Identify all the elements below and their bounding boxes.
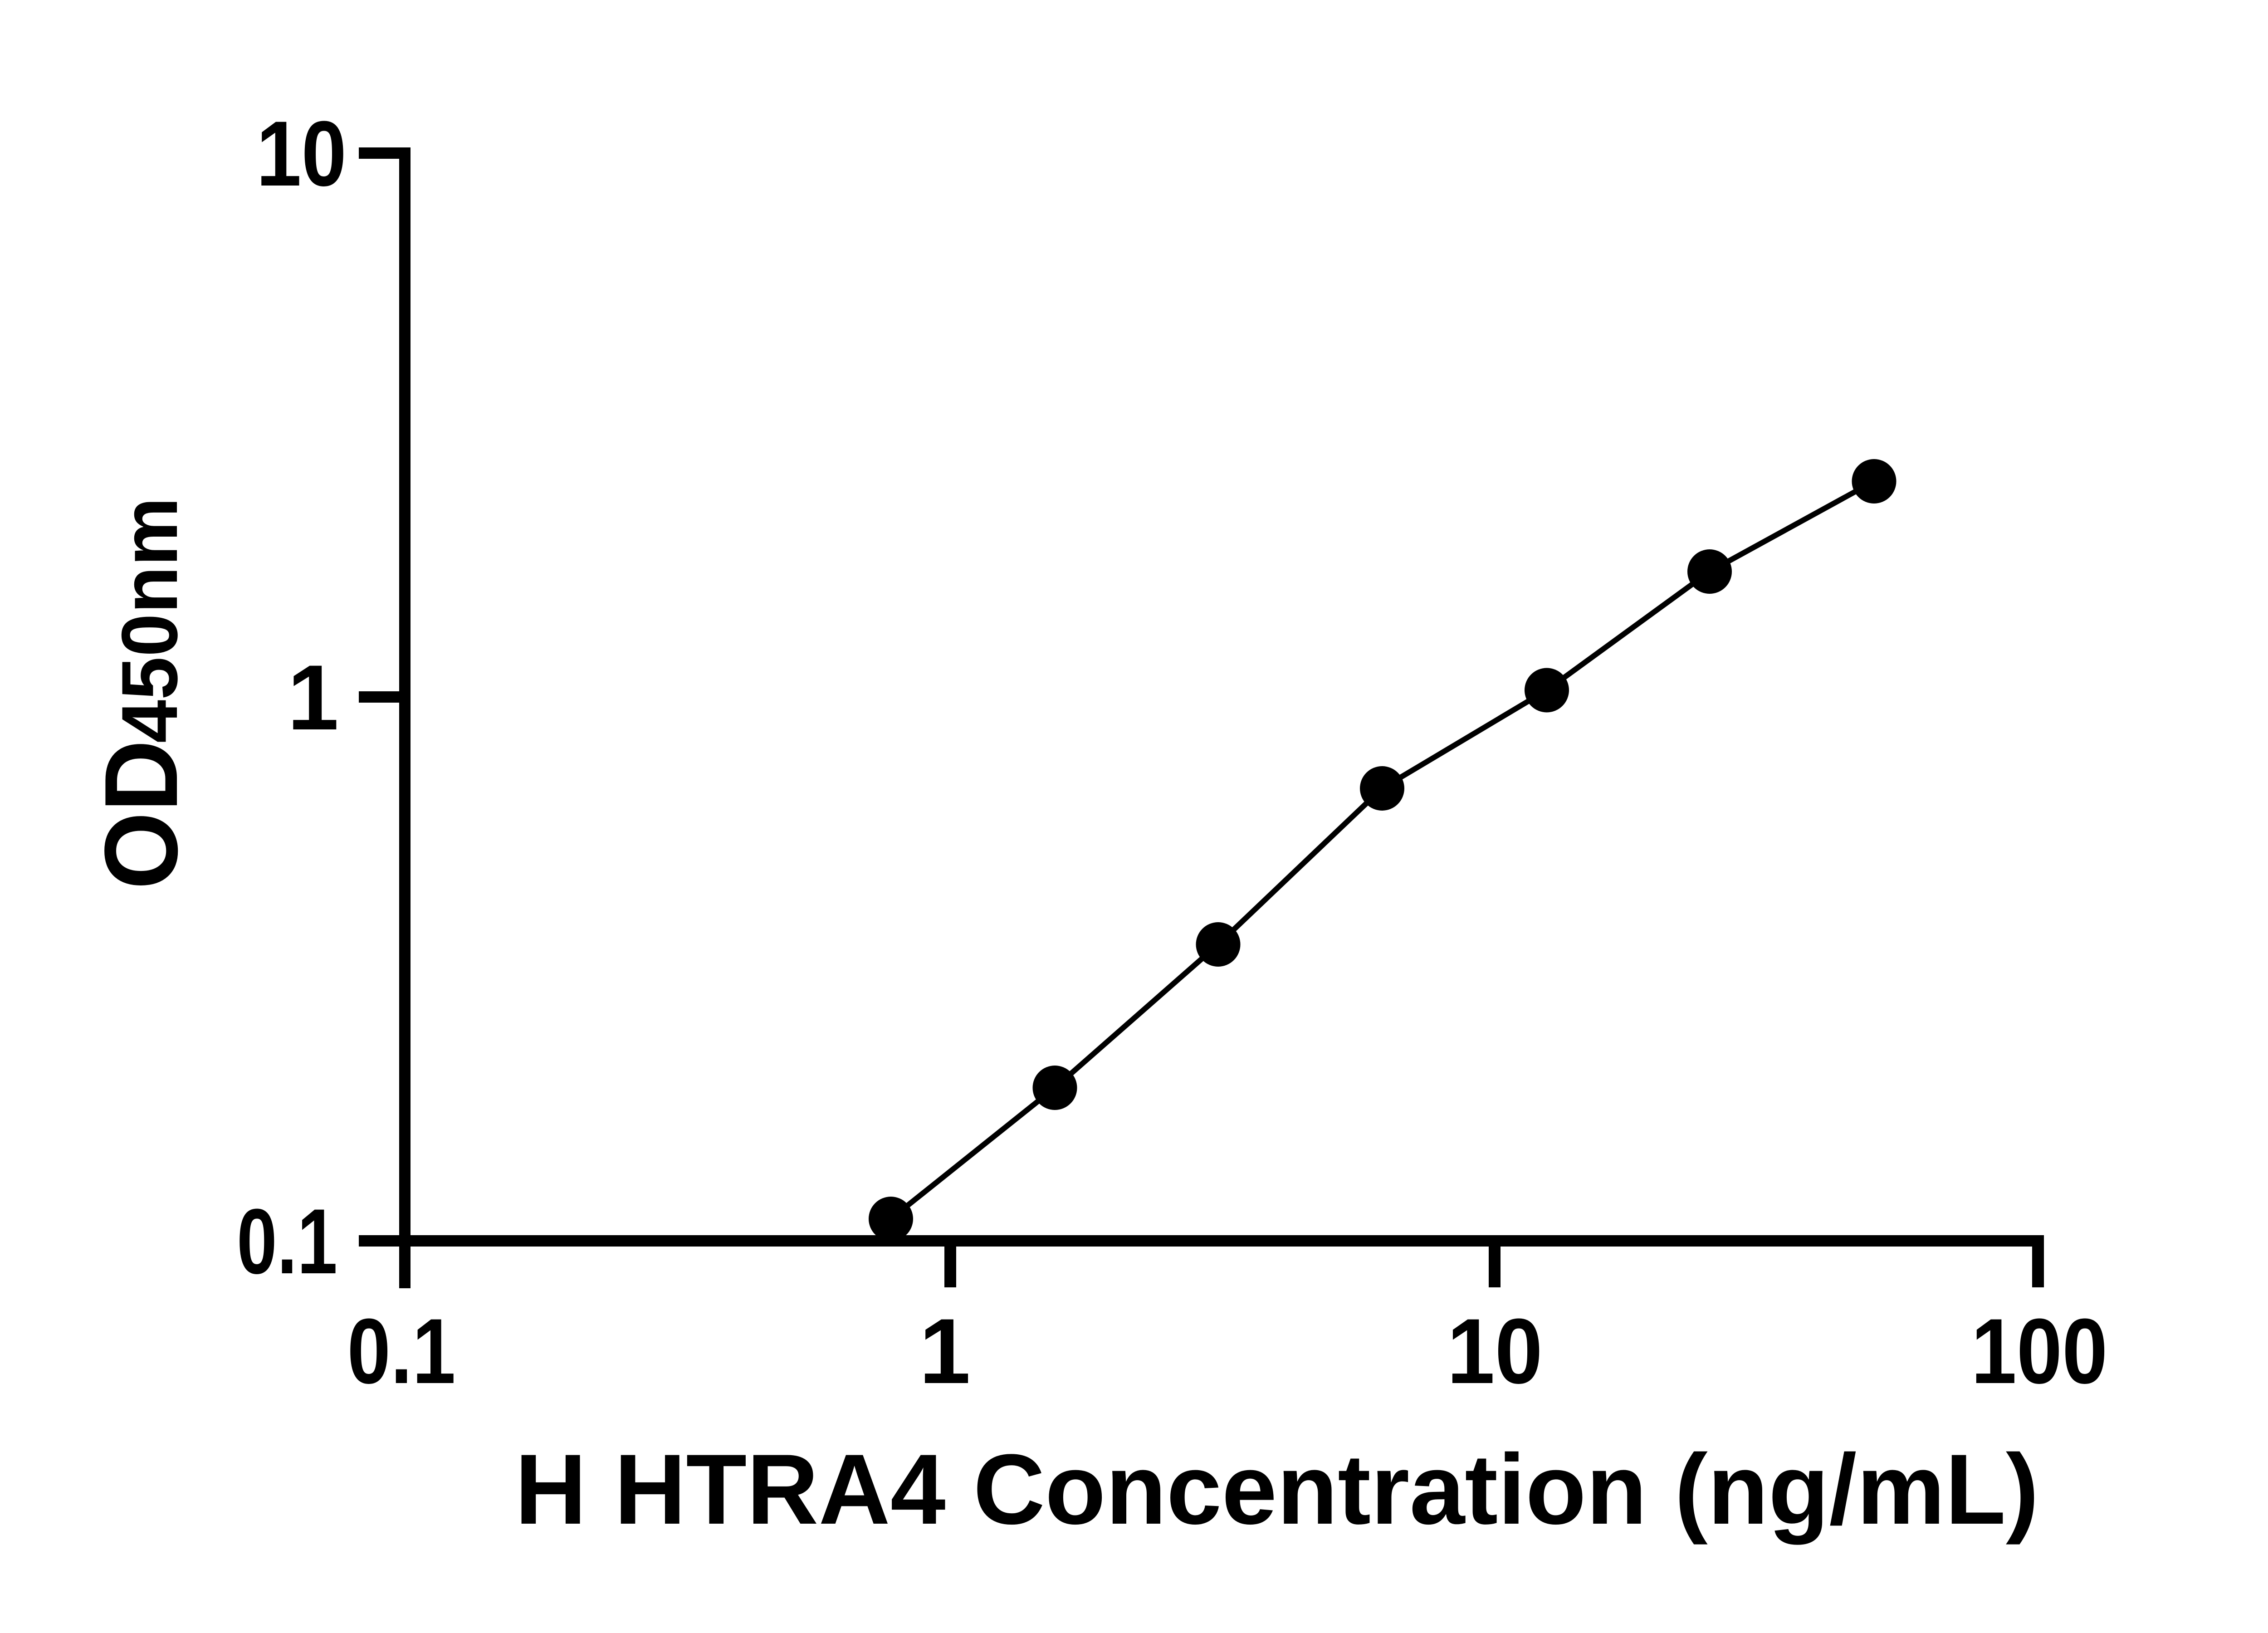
svg-text:100: 100 <box>1971 1300 2108 1403</box>
svg-text:1: 1 <box>288 646 339 749</box>
svg-text:OD: OD <box>83 740 199 890</box>
svg-text:0.1: 0.1 <box>347 1300 456 1403</box>
svg-text:10: 10 <box>1447 1300 1543 1403</box>
svg-text:1: 1 <box>919 1300 970 1403</box>
svg-text:450nm: 450nm <box>106 497 194 743</box>
svg-text:10: 10 <box>256 102 347 205</box>
svg-text:0.1: 0.1 <box>237 1190 337 1293</box>
svg-text:H HTRA4 Concentration (ng/mL): H HTRA4 Concentration (ng/mL) <box>515 1433 2039 1545</box>
